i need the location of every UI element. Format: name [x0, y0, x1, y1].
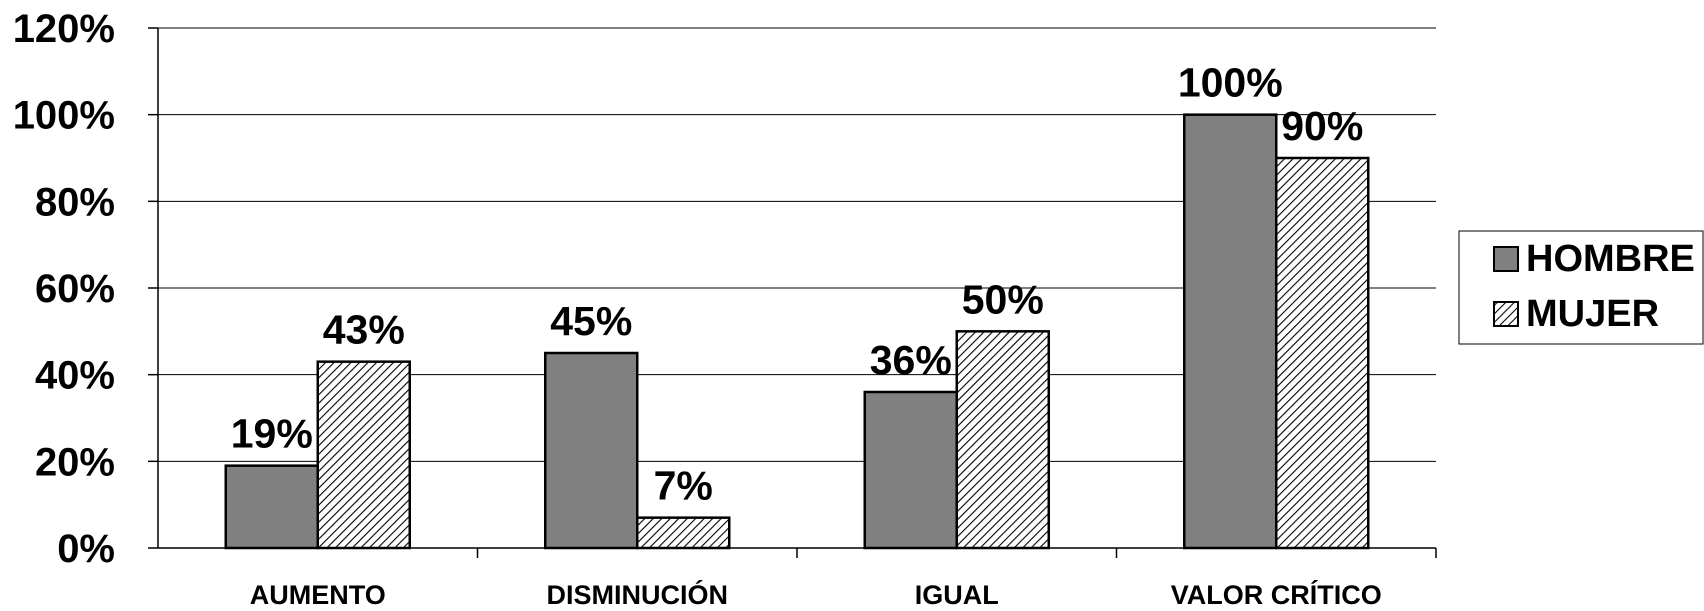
data-labels: 19% 43% 45% 7% 36%50% 100%90% [231, 60, 1364, 509]
data-label: 100% [1178, 60, 1283, 106]
y-tick-label: 40% [35, 354, 115, 398]
category-label: IGUAL [915, 580, 999, 610]
data-label: 36% [870, 337, 952, 383]
y-tick-label: 20% [35, 440, 115, 484]
legend-swatch-hombre [1493, 246, 1519, 272]
bar-hombre [1183, 113, 1278, 550]
y-tick-label: 100% [13, 94, 115, 138]
data-label: 50% [962, 276, 1044, 322]
axes [148, 27, 1437, 558]
legend: HOMBRE MUJER [1458, 230, 1704, 345]
data-label: 45% [550, 298, 632, 344]
data-label: 7% [654, 463, 713, 509]
y-tick-label: 120% [13, 7, 115, 51]
y-tick-labels: 0% 20% 40% 60% 80% 100% 120% [13, 7, 115, 571]
bar-hombre [224, 464, 319, 550]
y-tick-label: 0% [57, 527, 115, 571]
legend-label-mujer: MUJER [1526, 293, 1659, 335]
bar-mujer [955, 330, 1050, 550]
y-tick-label: 60% [35, 267, 115, 311]
category-label: DISMINUCIÓN [547, 579, 729, 610]
bar-mujer [1275, 156, 1370, 550]
legend-label-hombre: HOMBRE [1526, 238, 1695, 280]
category-label: AUMENTO [250, 580, 386, 610]
data-label: 43% [323, 307, 405, 353]
bars [224, 113, 1370, 550]
bar-hombre [863, 390, 958, 550]
bar-mujer [636, 516, 731, 550]
bar-mujer [316, 360, 411, 550]
legend-swatch-mujer [1493, 301, 1519, 327]
data-label: 19% [231, 411, 313, 457]
data-label: 90% [1281, 103, 1363, 149]
category-label: VALOR CRÍTICO [1171, 579, 1382, 610]
bar-hombre [544, 351, 639, 550]
category-labels: AUMENTO DISMINUCIÓN IGUAL VALOR CRÍTICO [250, 579, 1382, 610]
y-tick-label: 80% [35, 180, 115, 224]
